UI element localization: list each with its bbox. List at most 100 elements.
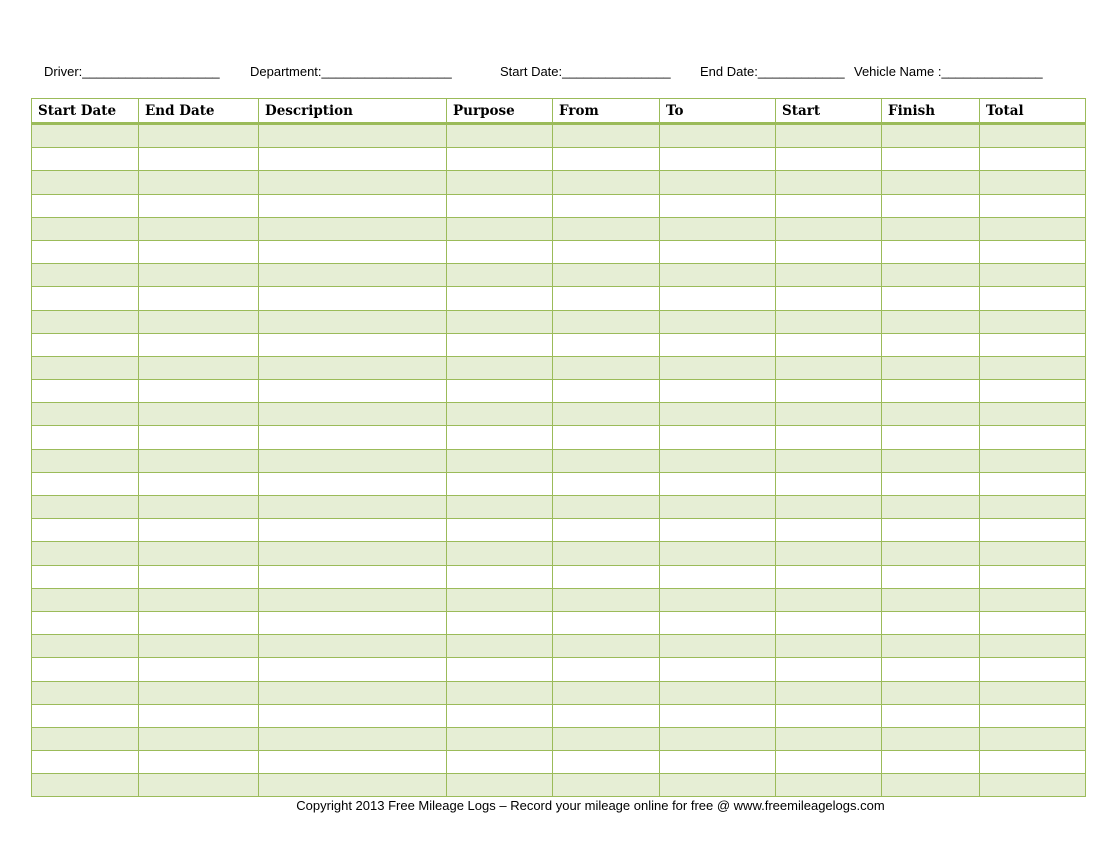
table-cell[interactable] [31, 726, 139, 752]
table-cell[interactable] [979, 122, 1086, 149]
table-cell[interactable] [979, 726, 1086, 752]
vehicle-name-field[interactable]: Vehicle Name :______________ [854, 64, 1043, 79]
table-cell[interactable] [138, 193, 259, 218]
table-cell[interactable] [979, 309, 1086, 334]
table-cell[interactable] [775, 703, 882, 728]
table-cell[interactable] [138, 309, 259, 334]
table-cell[interactable] [979, 332, 1086, 357]
table-cell[interactable] [552, 564, 660, 589]
table-cell[interactable] [881, 518, 980, 543]
table-cell[interactable] [258, 170, 447, 195]
table-cell[interactable] [775, 564, 882, 589]
table-cell[interactable] [881, 309, 980, 334]
table-cell[interactable] [138, 448, 259, 473]
table-cell[interactable] [659, 216, 776, 241]
table-cell[interactable] [258, 726, 447, 752]
table-cell[interactable] [881, 448, 980, 473]
table-cell[interactable] [138, 518, 259, 543]
start-date-field[interactable]: Start Date:_______________ [500, 64, 671, 79]
table-cell[interactable] [31, 471, 139, 497]
table-cell[interactable] [775, 494, 882, 520]
table-cell[interactable] [138, 122, 259, 149]
table-cell[interactable] [258, 286, 447, 311]
table-cell[interactable] [659, 239, 776, 265]
table-cell[interactable] [659, 494, 776, 520]
table-cell[interactable] [659, 726, 776, 752]
table-cell[interactable] [31, 657, 139, 682]
table-cell[interactable] [552, 309, 660, 334]
table-cell[interactable] [258, 471, 447, 497]
table-cell[interactable] [659, 263, 776, 288]
table-cell[interactable] [775, 773, 882, 798]
table-cell[interactable] [979, 425, 1086, 450]
table-cell[interactable] [258, 122, 447, 149]
table-cell[interactable] [552, 147, 660, 172]
table-cell[interactable] [258, 494, 447, 520]
table-cell[interactable] [138, 657, 259, 682]
table-cell[interactable] [775, 355, 882, 381]
table-cell[interactable] [31, 634, 139, 659]
table-cell[interactable] [775, 193, 882, 218]
table-cell[interactable] [258, 448, 447, 473]
table-cell[interactable] [258, 680, 447, 705]
table-cell[interactable] [31, 332, 139, 357]
table-cell[interactable] [881, 216, 980, 241]
table-cell[interactable] [775, 402, 882, 427]
table-cell[interactable] [659, 703, 776, 728]
table-cell[interactable] [138, 239, 259, 265]
table-cell[interactable] [775, 309, 882, 334]
table-cell[interactable] [552, 657, 660, 682]
table-cell[interactable] [659, 425, 776, 450]
table-cell[interactable] [552, 518, 660, 543]
table-cell[interactable] [138, 564, 259, 589]
table-cell[interactable] [31, 448, 139, 473]
table-cell[interactable] [979, 355, 1086, 381]
table-cell[interactable] [881, 494, 980, 520]
table-cell[interactable] [552, 680, 660, 705]
table-cell[interactable] [775, 379, 882, 404]
table-cell[interactable] [138, 332, 259, 357]
table-cell[interactable] [881, 726, 980, 752]
table-cell[interactable] [258, 657, 447, 682]
table-cell[interactable] [552, 332, 660, 357]
table-cell[interactable] [979, 448, 1086, 473]
table-cell[interactable] [979, 263, 1086, 288]
table-cell[interactable] [552, 610, 660, 636]
table-cell[interactable] [552, 239, 660, 265]
table-cell[interactable] [446, 471, 553, 497]
table-cell[interactable] [979, 379, 1086, 404]
table-cell[interactable] [552, 750, 660, 775]
table-cell[interactable] [138, 402, 259, 427]
table-cell[interactable] [446, 402, 553, 427]
table-cell[interactable] [659, 657, 776, 682]
table-cell[interactable] [31, 216, 139, 241]
table-cell[interactable] [138, 541, 259, 566]
table-cell[interactable] [659, 518, 776, 543]
table-cell[interactable] [775, 448, 882, 473]
table-cell[interactable] [979, 541, 1086, 566]
table-cell[interactable] [552, 402, 660, 427]
table-cell[interactable] [659, 122, 776, 149]
table-cell[interactable] [258, 610, 447, 636]
table-cell[interactable] [659, 634, 776, 659]
table-cell[interactable] [446, 564, 553, 589]
table-cell[interactable] [138, 703, 259, 728]
table-cell[interactable] [881, 379, 980, 404]
table-cell[interactable] [552, 726, 660, 752]
table-cell[interactable] [881, 286, 980, 311]
table-cell[interactable] [979, 286, 1086, 311]
table-cell[interactable] [31, 773, 139, 798]
table-cell[interactable] [258, 193, 447, 218]
table-cell[interactable] [138, 471, 259, 497]
table-cell[interactable] [881, 332, 980, 357]
table-cell[interactable] [446, 587, 553, 612]
table-cell[interactable] [258, 402, 447, 427]
table-cell[interactable] [552, 355, 660, 381]
table-cell[interactable] [552, 494, 660, 520]
table-cell[interactable] [659, 448, 776, 473]
table-cell[interactable] [552, 471, 660, 497]
table-cell[interactable] [258, 239, 447, 265]
table-cell[interactable] [979, 216, 1086, 241]
table-cell[interactable] [979, 471, 1086, 497]
table-cell[interactable] [552, 703, 660, 728]
